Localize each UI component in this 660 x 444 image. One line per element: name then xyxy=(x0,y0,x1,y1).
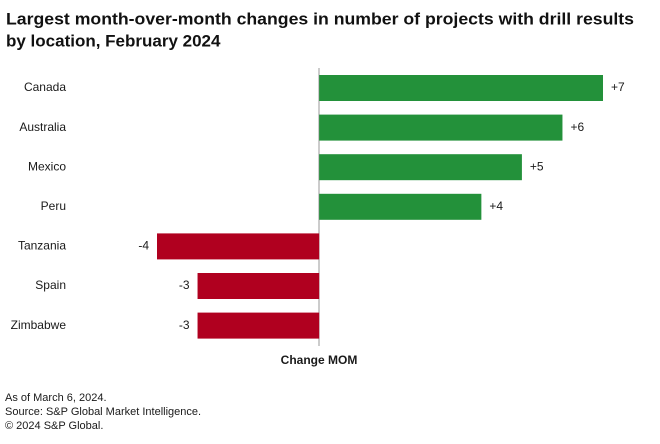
footnote: As of March 6, 2024. xyxy=(5,392,107,404)
y-tick-label: Canada xyxy=(24,80,66,94)
chart-title: Largest month-over-month changes in numb… xyxy=(6,9,634,28)
bar xyxy=(319,75,603,101)
bar xyxy=(319,114,563,141)
y-tick-label: Peru xyxy=(41,199,66,213)
x-axis-label: Change MOM xyxy=(281,353,358,367)
y-tick-label: Spain xyxy=(35,278,66,292)
value-label: -3 xyxy=(179,278,190,292)
value-label: +4 xyxy=(489,199,503,213)
value-label: -4 xyxy=(138,239,149,253)
y-tick-label: Zimbabwe xyxy=(11,318,67,332)
bar xyxy=(319,154,522,181)
chart-title: by location, February 2024 xyxy=(6,31,221,50)
footnote: Source: S&P Global Market Intelligence. xyxy=(5,406,201,418)
bar xyxy=(197,312,320,339)
bar xyxy=(157,233,320,260)
footnote: © 2024 S&P Global. xyxy=(5,420,103,432)
y-tick-label: Tanzania xyxy=(18,239,66,253)
value-label: +7 xyxy=(611,80,625,94)
value-label: +6 xyxy=(570,120,584,134)
bar xyxy=(197,273,320,299)
value-label: -3 xyxy=(179,318,190,332)
bar xyxy=(319,193,482,220)
y-tick-label: Mexico xyxy=(28,159,66,173)
y-tick-label: Australia xyxy=(19,120,66,134)
value-label: +5 xyxy=(530,159,544,173)
